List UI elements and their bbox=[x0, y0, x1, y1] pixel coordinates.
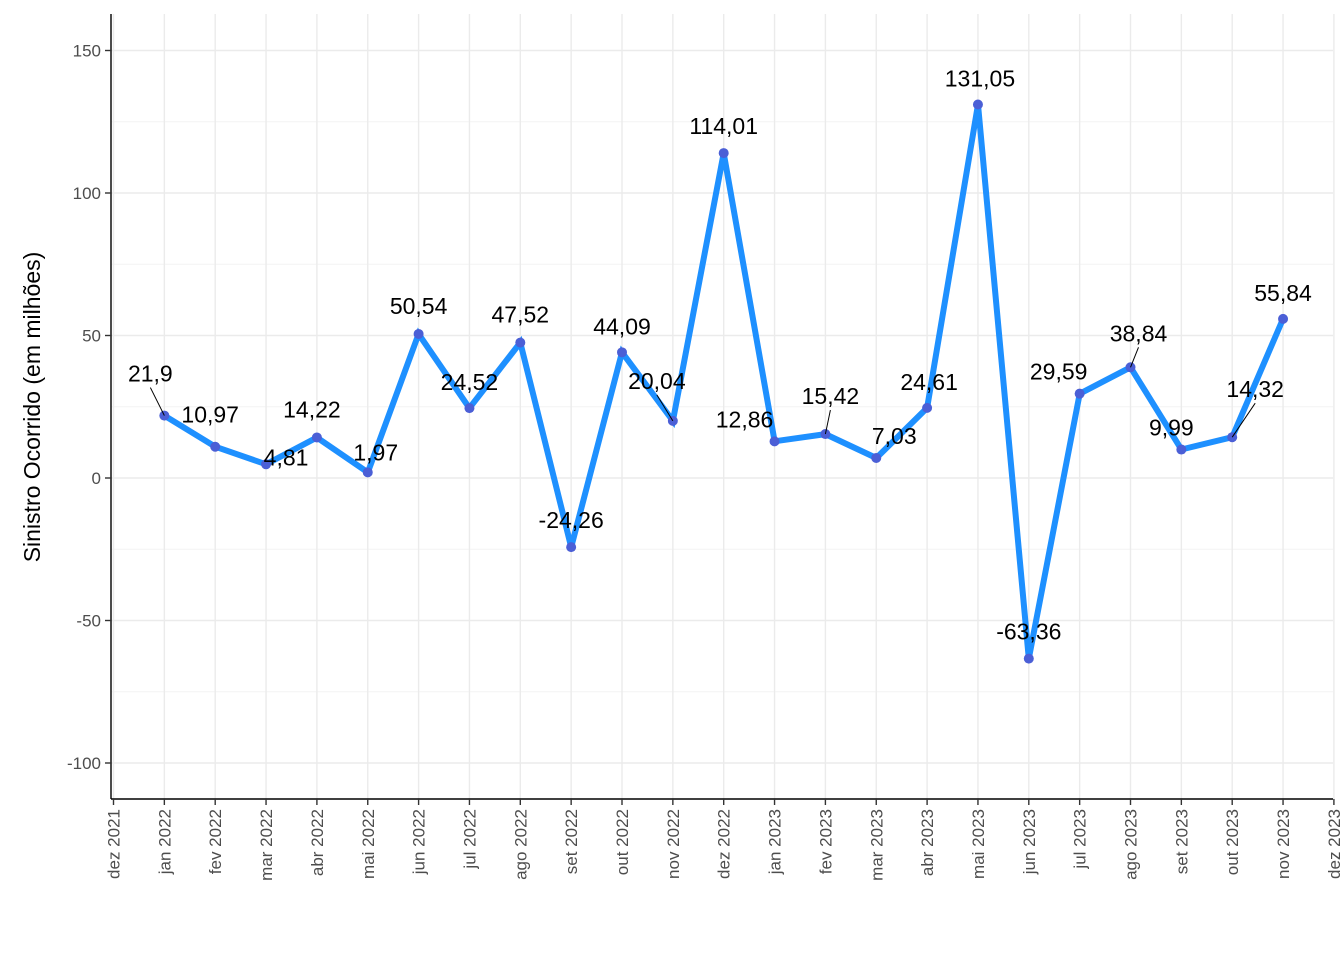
x-tick-label: out 2023 bbox=[1223, 809, 1242, 875]
label-leader-line bbox=[1231, 402, 1256, 438]
data-point bbox=[464, 403, 475, 414]
data-point bbox=[972, 99, 983, 110]
data-point bbox=[210, 441, 221, 452]
data-label: 55,84 bbox=[1254, 280, 1312, 306]
data-label: 50,54 bbox=[390, 293, 448, 319]
x-tick-label: jul 2023 bbox=[1071, 809, 1090, 870]
x-tick-label: set 2023 bbox=[1172, 809, 1191, 874]
y-tick-label: 0 bbox=[92, 469, 101, 488]
axes bbox=[110, 14, 1333, 800]
x-tick-label: mar 2022 bbox=[257, 809, 276, 881]
data-point bbox=[362, 467, 373, 478]
label-leader-line bbox=[149, 387, 165, 416]
grid-lines bbox=[111, 14, 1335, 799]
data-label: 9,99 bbox=[1149, 415, 1194, 441]
data-label: 15,42 bbox=[802, 383, 860, 409]
x-tick-label: jan 2023 bbox=[766, 809, 785, 875]
x-tick-label: nov 2023 bbox=[1274, 809, 1293, 879]
x-tick-label: set 2022 bbox=[562, 809, 581, 874]
data-label: -63,36 bbox=[996, 619, 1061, 645]
data-point bbox=[617, 347, 627, 358]
data-point bbox=[515, 337, 526, 348]
y-axis-ticks: -100 -50 0 50 100 150 bbox=[67, 42, 111, 773]
data-point bbox=[769, 436, 780, 447]
data-point bbox=[311, 432, 322, 443]
x-tick-label: jun 2023 bbox=[1020, 809, 1039, 875]
x-tick-label: dez 2022 bbox=[715, 809, 734, 879]
x-tick-label: dez 2023 bbox=[1325, 809, 1344, 879]
data-label: 131,05 bbox=[945, 66, 1015, 92]
x-tick-label: nov 2022 bbox=[664, 809, 683, 879]
data-label: 38,84 bbox=[1110, 320, 1168, 346]
data-point bbox=[718, 148, 729, 159]
x-tick-label: jul 2022 bbox=[460, 809, 479, 870]
data-label: 20,04 bbox=[628, 368, 686, 394]
x-tick-label: dez 2021 bbox=[105, 809, 124, 879]
x-tick-label: ago 2022 bbox=[511, 809, 530, 880]
data-label: 44,09 bbox=[593, 313, 651, 339]
data-point bbox=[1023, 653, 1034, 664]
data-point bbox=[413, 328, 424, 339]
x-tick-label: abr 2022 bbox=[308, 809, 327, 876]
data-label: 47,52 bbox=[492, 302, 550, 328]
x-tick-label: fev 2022 bbox=[206, 809, 225, 874]
data-label: 12,86 bbox=[716, 406, 774, 432]
data-label: 24,52 bbox=[441, 369, 499, 395]
label-leader-line bbox=[824, 409, 831, 435]
label-leader-line bbox=[1130, 347, 1139, 368]
x-tick-label: mar 2023 bbox=[867, 809, 886, 881]
data-point bbox=[1176, 444, 1187, 455]
x-tick-label: abr 2023 bbox=[918, 809, 937, 876]
data-label: 1,97 bbox=[353, 439, 398, 465]
y-tick-label: 50 bbox=[82, 327, 101, 346]
y-axis-label: Sinistro Ocorrido (em milhões) bbox=[19, 252, 45, 563]
data-point bbox=[1074, 388, 1085, 399]
data-label: 24,61 bbox=[900, 369, 958, 395]
x-tick-label: fev 2023 bbox=[816, 809, 835, 874]
data-label: 114,01 bbox=[689, 113, 758, 139]
x-tick-label: out 2022 bbox=[613, 809, 632, 875]
x-axis-ticks: dez 2021 jan 2022 fev 2022 mar 2022 abr 2022… bbox=[105, 799, 1344, 881]
data-point bbox=[871, 452, 882, 463]
y-tick-label: -50 bbox=[76, 612, 101, 631]
data-label: 14,22 bbox=[283, 396, 341, 422]
data-label: -24,26 bbox=[539, 507, 604, 533]
y-tick-label: 150 bbox=[73, 42, 101, 61]
data-point bbox=[261, 459, 272, 470]
data-point bbox=[1278, 313, 1289, 324]
x-tick-label: jun 2022 bbox=[410, 809, 429, 875]
data-point bbox=[922, 402, 933, 413]
x-tick-label: jan 2022 bbox=[155, 809, 174, 875]
data-label: 7,03 bbox=[872, 423, 917, 449]
data-label: 4,81 bbox=[264, 444, 309, 470]
data-point bbox=[566, 542, 577, 553]
data-label: 14,32 bbox=[1226, 376, 1284, 402]
label-leader-line bbox=[656, 394, 674, 422]
y-tick-label: 100 bbox=[73, 184, 101, 203]
data-label: 29,59 bbox=[1030, 359, 1088, 385]
x-tick-label: mai 2023 bbox=[969, 809, 988, 879]
data-labels: 21,9 10,97 4,81 14,22 1,97 50,54 24,52 47,52 -24… bbox=[128, 66, 1312, 645]
x-tick-label: mai 2022 bbox=[359, 809, 378, 879]
y-tick-label: -100 bbox=[67, 754, 101, 773]
x-tick-label: ago 2023 bbox=[1122, 809, 1141, 880]
data-label: 21,9 bbox=[128, 361, 173, 387]
data-label: 10,97 bbox=[181, 402, 239, 428]
